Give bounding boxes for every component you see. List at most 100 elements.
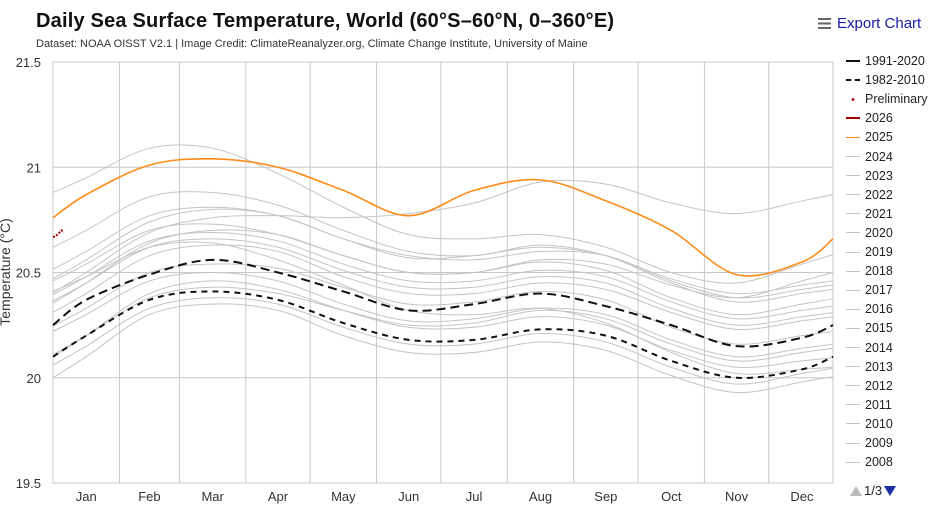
legend-item-2019[interactable]: 2019 [846, 243, 893, 261]
legend-label: Preliminary [865, 92, 928, 107]
legend-item-2015[interactable]: 2015 [846, 319, 893, 337]
legend-swatch-icon [846, 156, 860, 157]
legend-item-2022[interactable]: 2022 [846, 186, 893, 204]
legend-item-2010[interactable]: 2010 [846, 415, 893, 433]
legend-label: 2015 [865, 321, 893, 336]
legend-item-2023[interactable]: 2023 [846, 167, 893, 185]
legend-label: 2024 [865, 149, 893, 164]
legend-item-1991-2020[interactable]: 1991-2020 [846, 52, 925, 70]
legend-label: 2018 [865, 264, 893, 279]
legend-label: 2008 [865, 455, 893, 470]
legend-swatch-icon [846, 442, 860, 444]
series-line-2013 [52, 271, 834, 358]
legend-label: 1991-2020 [865, 54, 925, 68]
y-axis-label: Temperature (°C) [0, 218, 13, 326]
chart-subtitle: Dataset: NOAA OISST V2.1 | Image Credit:… [36, 38, 588, 50]
legend-next-arrow-icon[interactable] [884, 485, 897, 496]
legend-label: 2009 [865, 436, 893, 450]
legend-label: 2023 [865, 168, 893, 183]
legend-item-2017[interactable]: 2017 [846, 281, 893, 299]
legend-item-2026[interactable]: 2026 [846, 109, 893, 127]
legend-swatch-icon [846, 60, 860, 62]
legend-swatch-icon [846, 404, 860, 406]
series-line-1991-2020 [52, 258, 834, 348]
legend-item-1982-2010[interactable]: 1982-2010 [846, 71, 925, 89]
legend-item-2013[interactable]: 2013 [846, 358, 893, 376]
x-tick-label: Nov [725, 489, 749, 504]
legend-item-2008[interactable]: 2008 [846, 453, 893, 471]
series-line-2017 [52, 223, 834, 316]
export-chart-label: Export Chart [837, 15, 922, 32]
x-tick-label: Jun [398, 489, 419, 504]
legend-swatch-icon [846, 366, 860, 368]
legend-item-2012[interactable]: 2012 [846, 377, 893, 395]
legend-item-2018[interactable]: 2018 [846, 262, 893, 280]
legend-swatch-icon [846, 232, 860, 234]
legend-label: 2011 [865, 397, 892, 412]
series-line-2012 [52, 280, 834, 369]
legend-item-2025[interactable]: 2025 [846, 128, 893, 146]
series-line-2022 [52, 232, 834, 320]
legend-label: 2019 [865, 245, 893, 259]
legend-item-2011[interactable]: 2011 [846, 396, 892, 414]
legend-item-2014[interactable]: 2014 [846, 339, 893, 357]
legend-swatch-icon [846, 289, 860, 291]
y-tick-label: 20 [27, 371, 41, 386]
legend-swatch-icon [846, 97, 860, 101]
export-chart-button[interactable]: Export Chart [818, 15, 921, 32]
legend-label: 1982-2010 [865, 73, 925, 88]
legend-page: 1/3 [864, 483, 883, 498]
series-line-2023 [52, 179, 834, 293]
legend-swatch-icon [846, 327, 860, 329]
legend-item-Preliminary[interactable]: Preliminary [846, 90, 928, 108]
legend-item-2020[interactable]: 2020 [846, 224, 893, 242]
legend-swatch-icon [846, 117, 860, 120]
legend-swatch-icon [846, 136, 860, 138]
hamburger-menu-icon [818, 18, 831, 29]
series-line-2010 [52, 241, 834, 375]
y-tick-label: 21.5 [16, 55, 41, 70]
legend-label: 2013 [865, 359, 893, 374]
series-line-2009 [52, 286, 834, 362]
legend-label: 2014 [865, 340, 893, 355]
x-tick-label: May [331, 489, 356, 504]
legend-swatch-icon [846, 175, 860, 177]
legend-item-2024[interactable]: 2024 [846, 148, 893, 166]
x-tick-label: Jul [466, 489, 483, 504]
legend-item-2016[interactable]: 2016 [846, 300, 893, 318]
legend-swatch-icon [846, 213, 860, 215]
series-line-2019 [52, 208, 834, 295]
x-tick-label: Dec [790, 489, 814, 504]
legend-item-2009[interactable]: 2009 [846, 434, 893, 452]
x-tick-label: Feb [138, 489, 160, 504]
legend-label: 2025 [865, 130, 893, 145]
legend-swatch-icon [846, 194, 860, 196]
legend-label: 2010 [865, 416, 893, 431]
y-tick-label: 21 [27, 160, 41, 175]
x-tick-label: Oct [661, 489, 682, 504]
series-line-2026 [53, 228, 65, 238]
series-line-2020 [52, 206, 834, 299]
series-line-2018 [52, 244, 834, 330]
legend-label: 2016 [865, 302, 893, 317]
legend-item-2021[interactable]: 2021 [846, 205, 893, 223]
legend-label: 2012 [865, 378, 893, 393]
legend-swatch-icon [846, 251, 860, 253]
chart-title: Daily Sea Surface Temperature, World (60… [36, 10, 615, 32]
x-tick-label: Sep [594, 489, 617, 504]
series-line-2021 [52, 238, 834, 326]
legend-swatch-icon [846, 270, 860, 272]
y-tick-label: 20.5 [16, 266, 41, 281]
legend-pager: 1/3 [850, 483, 897, 498]
legend-label: 2021 [865, 206, 893, 221]
y-tick-label: 19.5 [16, 476, 41, 491]
legend-swatch-icon [846, 461, 860, 463]
legend-swatch-icon [846, 385, 860, 387]
series-line-2008 [52, 303, 834, 393]
legend-swatch-icon [846, 79, 860, 82]
series-line-2024 [52, 144, 834, 284]
legend-prev-arrow-icon[interactable] [850, 485, 862, 496]
legend-label: 2017 [865, 283, 893, 298]
series-line-2016 [52, 191, 834, 303]
